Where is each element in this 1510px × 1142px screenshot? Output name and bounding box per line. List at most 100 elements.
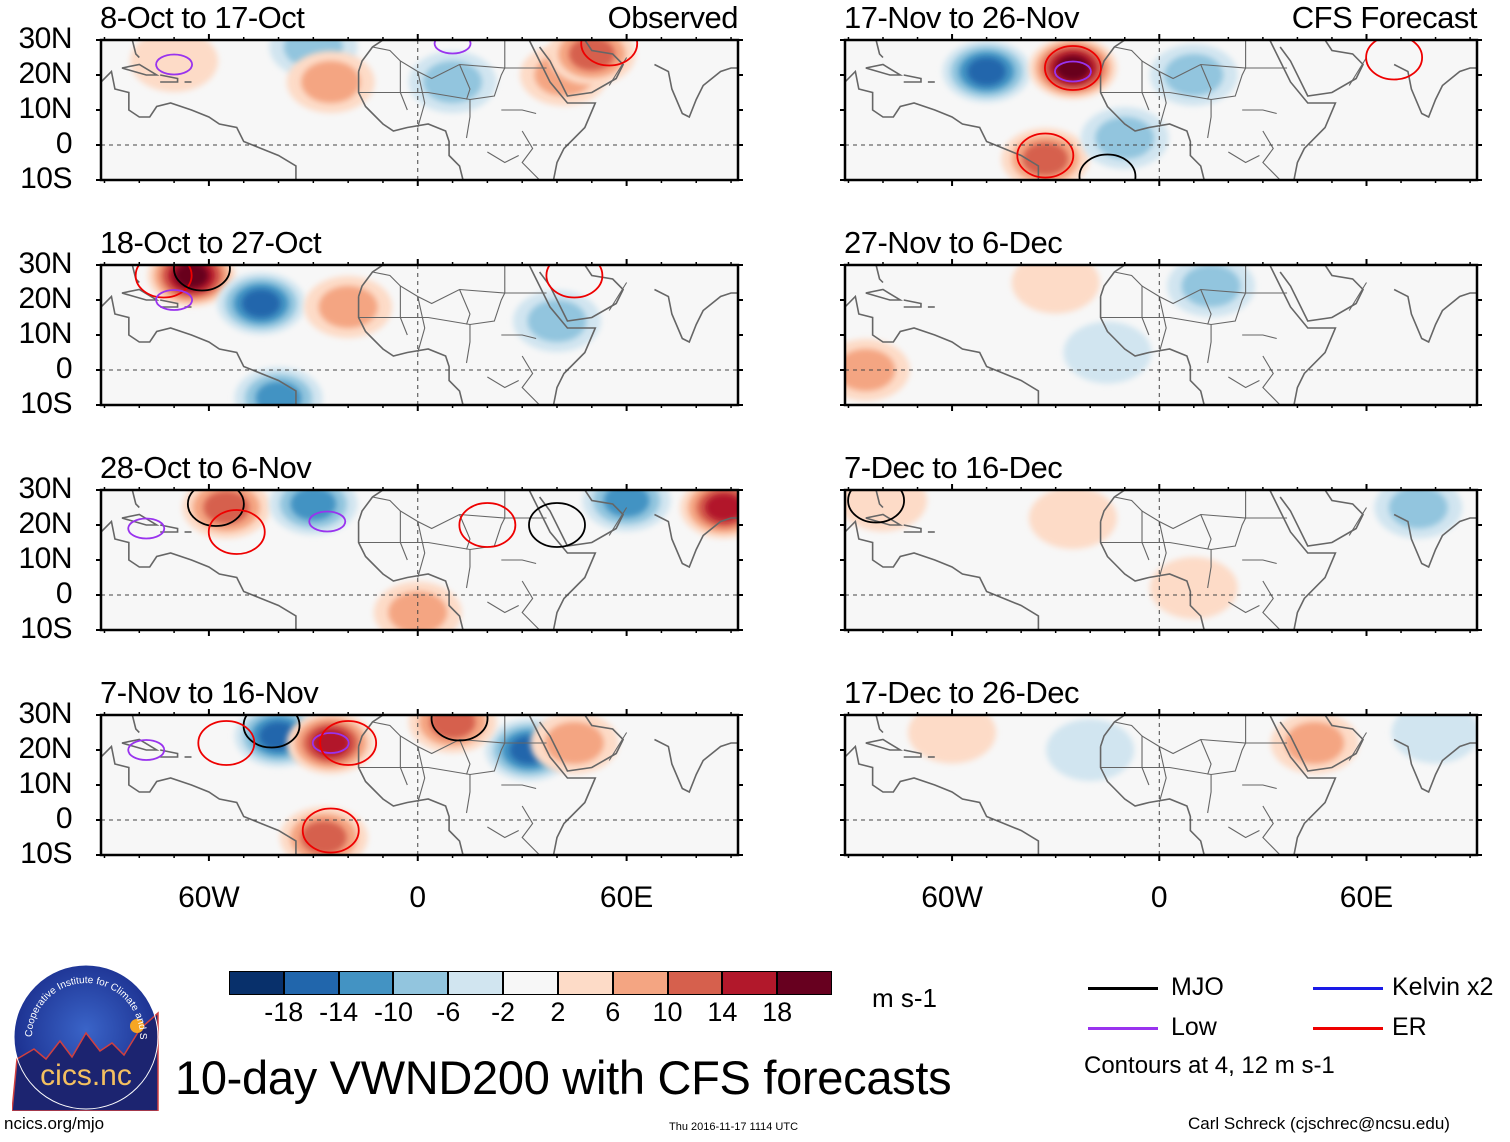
- logo-text: cics.nc: [40, 1059, 132, 1092]
- wave-contour-low: [155, 53, 193, 76]
- wave-contour-er: [1044, 45, 1102, 91]
- country-border: [358, 742, 506, 776]
- lat-tick-label: 0: [55, 352, 73, 385]
- wave-contour-low: [308, 510, 347, 533]
- country-border: [417, 746, 426, 803]
- coastline: [357, 490, 384, 522]
- coastline: [1099, 490, 1126, 522]
- wave-contour-er: [1365, 40, 1424, 81]
- anomaly-contour: [429, 715, 476, 739]
- country-border: [1200, 514, 1212, 550]
- lat-tick-label: 10S: [20, 162, 72, 195]
- lon-tick-label: 0: [409, 881, 427, 914]
- country-border: [1242, 109, 1277, 115]
- panel-period-title: 7-Dec to 16-Dec: [844, 450, 1063, 485]
- country-border: [1262, 355, 1281, 405]
- coastline: [131, 40, 140, 59]
- colorbar-swatch: [229, 971, 284, 995]
- coastline: [101, 744, 297, 855]
- coastline: [903, 299, 922, 308]
- country-border: [1348, 282, 1367, 311]
- lat-tick-label: 30N: [18, 697, 72, 730]
- country-border: [1200, 739, 1212, 775]
- coastline: [845, 744, 1040, 855]
- legend-line-er: [1313, 1027, 1383, 1030]
- colorbar-tick-label: -6: [436, 997, 461, 1027]
- wave-contour-mjo: [847, 490, 905, 524]
- wave-contour-mjo: [430, 715, 489, 742]
- colorbar-tick-label: 18: [762, 997, 793, 1027]
- lat-tick-label: 30N: [18, 472, 72, 505]
- wave-contour-er: [207, 509, 266, 555]
- country-border: [1207, 774, 1212, 814]
- legend-line-mjo: [1088, 987, 1158, 990]
- wave-contour-er: [1016, 132, 1075, 179]
- country-border: [372, 715, 506, 755]
- anomaly-contour: [967, 57, 1006, 86]
- coastline: [538, 40, 625, 97]
- coastline: [101, 69, 297, 180]
- country-border: [1141, 61, 1150, 111]
- country-border: [1348, 732, 1367, 761]
- colorbar-tick-label: -2: [491, 997, 516, 1027]
- coastline: [845, 519, 1040, 630]
- anomaly-contour: [1063, 321, 1152, 384]
- lon-tick-label: 60E: [1339, 881, 1394, 914]
- country-border: [1141, 736, 1150, 786]
- country-border: [1114, 265, 1247, 305]
- panel-period-title: 27-Nov to 6-Dec: [844, 225, 1063, 260]
- coastline: [357, 265, 384, 297]
- legend-label-mjo: MJO: [1171, 973, 1224, 1001]
- footer-timestamp: Thu 2016-11-17 1114 UTC: [669, 1121, 799, 1133]
- coastline: [1393, 513, 1477, 569]
- country-border: [1262, 130, 1281, 180]
- country-border: [1158, 296, 1167, 353]
- country-border: [521, 355, 540, 405]
- country-border: [1100, 517, 1247, 551]
- coastline: [131, 490, 140, 509]
- country-border: [1348, 57, 1367, 86]
- country-border: [358, 292, 506, 326]
- lat-tick-label: 0: [55, 577, 73, 610]
- legend-line-kelvin: [1313, 987, 1383, 990]
- anomaly-contour: [203, 490, 250, 525]
- country-border: [1114, 490, 1247, 530]
- coastline: [121, 63, 160, 76]
- coastline: [131, 715, 140, 734]
- cics-logo: Cooperative Institute for Climate and Sa…: [9, 955, 160, 1112]
- coastline: [357, 296, 464, 405]
- country-border: [1158, 71, 1167, 128]
- coastline: [160, 74, 179, 83]
- anomaly-contour: [545, 722, 604, 764]
- anomaly-contour: [1149, 557, 1238, 619]
- country-border: [358, 67, 506, 101]
- coastline: [1099, 746, 1205, 855]
- lat-tick-label: 10N: [18, 767, 72, 800]
- coastline: [101, 519, 297, 630]
- wave-contour-er: [580, 40, 639, 67]
- anomaly-contour: [1181, 265, 1241, 307]
- colorbar-tick-label: 2: [550, 997, 566, 1027]
- panel-period-title: 17-Nov to 26-Nov: [844, 0, 1079, 35]
- anomaly-contour: [527, 300, 587, 342]
- country-border: [487, 151, 519, 164]
- country-border: [1228, 151, 1260, 164]
- coastline: [865, 63, 904, 76]
- wave-contour-low: [433, 40, 472, 55]
- wave-contour-er: [301, 807, 360, 854]
- anomaly-contour: [423, 61, 482, 103]
- coastline: [1099, 715, 1126, 747]
- lon-tick-label: 60W: [178, 881, 240, 914]
- coastline: [865, 738, 904, 751]
- coastline: [875, 490, 884, 509]
- country-border: [358, 517, 506, 551]
- anomaly-contour: [1022, 142, 1069, 176]
- country-border: [1200, 289, 1212, 325]
- colorbar-swatch: [393, 971, 449, 995]
- colorbar-tick-label: -18: [264, 997, 304, 1027]
- country-border: [417, 296, 426, 353]
- column-label: Observed: [607, 0, 739, 35]
- coastline: [1099, 40, 1126, 72]
